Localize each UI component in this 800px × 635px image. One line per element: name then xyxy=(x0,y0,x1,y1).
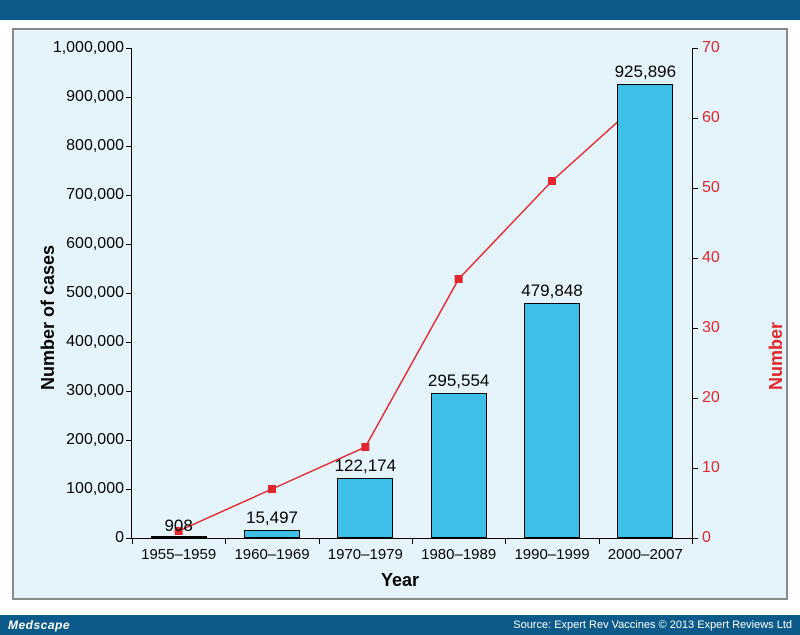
x-tick-label: 1990–1999 xyxy=(514,546,589,563)
bar xyxy=(244,530,300,538)
x-tick xyxy=(319,538,320,544)
x-axis-title: Year xyxy=(14,570,786,591)
y-right-tick xyxy=(692,48,698,49)
y-left-tick xyxy=(126,440,132,441)
x-tick-label: 1960–1969 xyxy=(234,546,309,563)
y-left-tick-label: 300,000 xyxy=(24,382,124,400)
x-tick-label: 1980–1989 xyxy=(421,546,496,563)
x-tick xyxy=(132,538,133,544)
y-left-tick-label: 800,000 xyxy=(24,137,124,155)
y-left-tick xyxy=(126,293,132,294)
plot-area xyxy=(132,48,692,538)
y-axis-right-title: Number of countries xyxy=(766,309,788,390)
y-left-tick xyxy=(126,146,132,147)
y-left-tick-label: 700,000 xyxy=(24,186,124,204)
page: Number of cases Number of countries Year… xyxy=(0,0,800,635)
source-citation: Source: Expert Rev Vaccines © 2013 Exper… xyxy=(513,619,792,631)
x-tick-label: 1970–1979 xyxy=(328,546,403,563)
y-left-tick-label: 900,000 xyxy=(24,88,124,106)
bar xyxy=(617,84,673,538)
x-tick-label: 1955–1959 xyxy=(141,546,216,563)
y-axis-left-title: Number of cases xyxy=(38,245,59,390)
bar-value-label: 479,848 xyxy=(521,281,582,301)
y-left-tick xyxy=(126,244,132,245)
bar-value-label: 122,174 xyxy=(335,456,396,476)
y-right-tick-label: 60 xyxy=(702,109,742,127)
x-tick xyxy=(505,538,506,544)
trend-marker xyxy=(269,486,276,493)
y-right-tick-label: 10 xyxy=(702,459,742,477)
y-axis-right-line xyxy=(692,48,693,539)
line-layer xyxy=(132,48,692,538)
bar xyxy=(337,478,393,538)
bar-value-label: 908 xyxy=(164,516,192,536)
x-tick xyxy=(692,538,693,544)
y-left-tick xyxy=(126,48,132,49)
y-right-tick-label: 30 xyxy=(702,319,742,337)
y-left-tick-label: 0 xyxy=(24,529,124,547)
bar-value-label: 15,497 xyxy=(246,508,298,528)
y-left-tick-label: 600,000 xyxy=(24,235,124,253)
bar-value-label: 925,896 xyxy=(615,62,676,82)
y-right-tick xyxy=(692,398,698,399)
trend-marker xyxy=(362,444,369,451)
y-right-tick xyxy=(692,468,698,469)
y-left-tick xyxy=(126,342,132,343)
y-right-tick-label: 70 xyxy=(702,39,742,57)
y-right-tick xyxy=(692,258,698,259)
y-left-tick xyxy=(126,391,132,392)
y-right-tick xyxy=(692,188,698,189)
x-tick-label: 2000–2007 xyxy=(608,546,683,563)
y-right-tick-label: 20 xyxy=(702,389,742,407)
y-left-tick xyxy=(126,489,132,490)
bar xyxy=(524,303,580,538)
x-tick xyxy=(599,538,600,544)
trend-marker xyxy=(549,178,556,185)
bar-value-label: 295,554 xyxy=(428,371,489,391)
x-tick xyxy=(225,538,226,544)
trend-marker xyxy=(455,276,462,283)
y-left-tick-label: 500,000 xyxy=(24,284,124,302)
y-right-tick-label: 50 xyxy=(702,179,742,197)
y-left-tick-label: 400,000 xyxy=(24,333,124,351)
y-left-tick-label: 100,000 xyxy=(24,480,124,498)
y-left-tick xyxy=(126,195,132,196)
chart-frame: Number of cases Number of countries Year… xyxy=(12,28,788,600)
y-left-tick-label: 1,000,000 xyxy=(24,39,124,57)
bar xyxy=(431,393,487,538)
y-right-tick-label: 40 xyxy=(702,249,742,267)
y-right-tick-label: 0 xyxy=(702,529,742,547)
y-left-tick xyxy=(126,97,132,98)
bar xyxy=(151,536,207,538)
brand-logo-text: Medscape xyxy=(8,618,70,632)
y-left-tick-label: 200,000 xyxy=(24,431,124,449)
footer-bar: Medscape Source: Expert Rev Vaccines © 2… xyxy=(0,615,800,635)
x-tick xyxy=(412,538,413,544)
y-right-tick xyxy=(692,118,698,119)
y-right-tick xyxy=(692,328,698,329)
header-bar xyxy=(0,0,800,20)
